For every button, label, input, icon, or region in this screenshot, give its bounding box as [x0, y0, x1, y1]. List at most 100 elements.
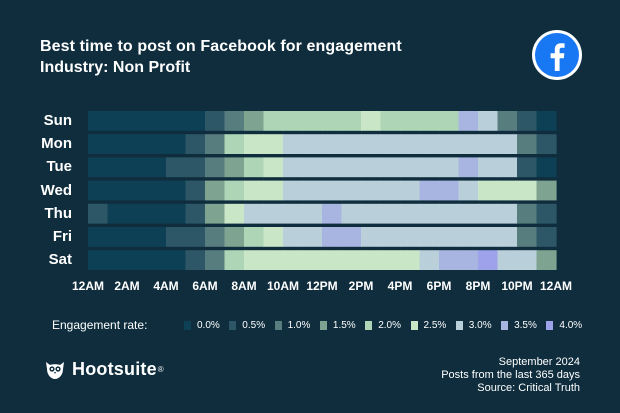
- heatmap-cell-tue-h22: [517, 157, 538, 178]
- heatmap: [88, 111, 557, 270]
- heatmap-cell-mon-h8: [244, 134, 265, 154]
- heatmap-cell-sun-h17: [419, 111, 440, 131]
- legend-label: 4.0%: [559, 319, 583, 331]
- day-label-thu: Thu: [44, 204, 73, 222]
- heatmap-cell-mon-h17: [419, 134, 440, 154]
- heatmap-cell-fri-h10: [283, 227, 304, 247]
- heatmap-cell-tue-h5: [185, 157, 206, 178]
- x-tick-label: 12PM: [306, 279, 338, 293]
- x-tick-label: 8PM: [465, 279, 491, 293]
- heatmap-cell-thu-h16: [400, 203, 421, 224]
- heatmap-cell-fri-h2: [127, 227, 148, 247]
- legend-item: 0.5%: [229, 318, 265, 332]
- heatmap-cell-sun-h20: [478, 111, 499, 131]
- heatmap-cell-sat-h19: [458, 250, 479, 270]
- heatmap-cell-sun-h22: [517, 111, 538, 131]
- day-label-fri: Fri: [52, 228, 72, 245]
- x-tick-label: 12AM: [71, 279, 105, 293]
- hootsuite-owl-icon: [46, 362, 64, 379]
- heatmap-cell-sat-h10: [283, 250, 304, 270]
- heatmap-cell-thu-h12: [322, 203, 343, 224]
- legend-swatch: [501, 320, 509, 330]
- heatmap-cell-thu-h14: [361, 203, 382, 224]
- heatmap-cell-tue-h4: [166, 157, 187, 178]
- day-label-sun: Sun: [43, 112, 72, 129]
- heatmap-cell-fri-h15: [380, 227, 401, 247]
- heatmap-cell-sun-h18: [439, 111, 460, 131]
- heatmap-cell-wed-h19: [458, 180, 479, 201]
- heatmap-cell-sat-h12: [322, 250, 343, 270]
- heatmap-cell-tue-h21: [497, 157, 518, 178]
- legend-label: 3.5%: [514, 319, 537, 331]
- heatmap-cell-sun-h11: [302, 111, 323, 131]
- heatmap-cell-sun-h16: [400, 111, 421, 131]
- heatmap-cell-sun-h0: [88, 111, 109, 131]
- heatmap-cell-wed-h12: [322, 180, 343, 201]
- brand-name: Hootsuite: [72, 358, 157, 379]
- heatmap-cell-fri-h4: [166, 227, 187, 247]
- legend-label: 1.5%: [332, 319, 356, 331]
- heatmap-cell-mon-h12: [322, 134, 343, 154]
- heatmap-cell-mon-h16: [400, 134, 421, 154]
- heatmap-cell-sun-h8: [244, 111, 265, 131]
- footer-range: Posts from the last 365 days: [441, 369, 580, 381]
- legend-item: 2.0%: [365, 318, 401, 332]
- heatmap-cell-mon-h22: [517, 134, 538, 154]
- legend-swatch: [274, 320, 282, 330]
- heatmap-cell-mon-h14: [361, 134, 382, 154]
- heatmap-cell-thu-h5: [185, 203, 206, 224]
- heatmap-cell-mon-h2: [127, 134, 148, 154]
- legend-swatch: [319, 320, 327, 330]
- heatmap-cell-mon-h11: [302, 134, 323, 154]
- heatmap-cell-tue-h8: [244, 157, 265, 178]
- legend-label: 1.0%: [287, 319, 311, 331]
- heatmap-cell-wed-h23: [536, 180, 557, 201]
- legend-swatch: [546, 320, 554, 330]
- heatmap-cell-fri-h6: [205, 227, 226, 247]
- heatmap-cell-mon-h7: [224, 134, 245, 154]
- heatmap-cell-thu-h17: [419, 203, 440, 224]
- heatmap-cell-fri-h5: [185, 227, 206, 247]
- heatmap-cell-sat-h23: [536, 250, 557, 270]
- heatmap-cell-mon-h6: [205, 134, 226, 154]
- heatmap-cell-wed-h16: [400, 180, 421, 201]
- heatmap-cell-thu-h19: [458, 203, 479, 224]
- heatmap-cell-tue-h7: [224, 157, 245, 178]
- day-label-mon: Mon: [41, 135, 72, 153]
- heatmap-cell-wed-h2: [127, 180, 148, 201]
- heatmap-cell-mon-h18: [439, 134, 460, 154]
- heatmap-cell-tue-h18: [439, 157, 460, 178]
- heatmap-cell-tue-h10: [283, 157, 304, 178]
- heatmap-cell-sat-h13: [341, 250, 362, 270]
- heatmap-cell-wed-h7: [224, 180, 245, 201]
- x-tick-label: 12AM: [539, 279, 573, 293]
- heatmap-cell-wed-h1: [107, 180, 128, 201]
- heatmap-cell-sun-h4: [166, 111, 187, 131]
- heatmap-cell-wed-h18: [439, 180, 460, 201]
- heatmap-cell-fri-h11: [302, 227, 323, 247]
- heatmap-cell-thu-h23: [536, 203, 557, 224]
- heatmap-cell-fri-h23: [536, 227, 557, 247]
- heatmap-cell-mon-h3: [146, 134, 167, 154]
- heatmap-cell-tue-h23: [536, 157, 557, 178]
- heatmap-cell-sat-h9: [263, 250, 284, 270]
- heatmap-cell-sun-h19: [458, 111, 479, 131]
- heatmap-cell-wed-h22: [517, 180, 538, 201]
- heatmap-cell-fri-h17: [419, 227, 440, 247]
- heatmap-cell-sun-h7: [224, 111, 245, 131]
- heatmap-cell-tue-h14: [361, 157, 382, 178]
- footer-date: September 2024: [498, 356, 580, 368]
- heatmap-cell-sun-h2: [127, 111, 148, 131]
- legend-swatch: [410, 320, 418, 330]
- legend-label: 3.0%: [468, 319, 492, 331]
- legend-swatch: [229, 320, 237, 330]
- legend-item: 1.5%: [319, 318, 356, 332]
- legend-swatch: [455, 320, 463, 330]
- heatmap-cell-thu-h6: [205, 203, 226, 224]
- heatmap-cell-wed-h6: [205, 180, 226, 201]
- heatmap-cell-fri-h13: [341, 227, 362, 247]
- heatmap-cell-sun-h10: [283, 111, 304, 131]
- legend-swatch: [184, 320, 191, 330]
- heatmap-cell-mon-h4: [166, 134, 187, 154]
- heatmap-cell-fri-h3: [146, 227, 167, 247]
